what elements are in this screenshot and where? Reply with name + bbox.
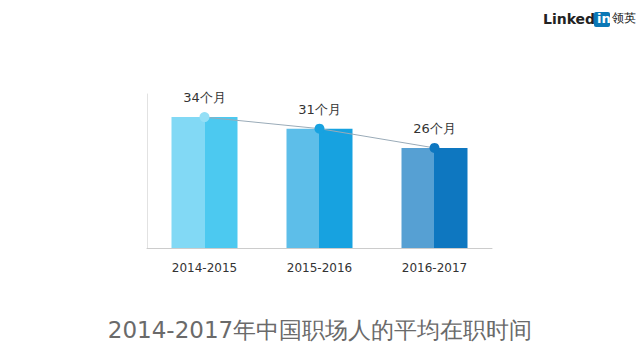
svg-text:Linked: Linked — [543, 11, 595, 27]
svg-text:2016-2017: 2016-2017 — [402, 261, 467, 275]
svg-text:2015-2016: 2015-2016 — [287, 261, 352, 275]
svg-text:in: in — [597, 11, 611, 26]
svg-text:34个月: 34个月 — [183, 90, 226, 105]
svg-text:31个月: 31个月 — [298, 102, 341, 117]
svg-text:2014-2017年中国职场人的平均在职时间: 2014-2017年中国职场人的平均在职时间 — [108, 317, 532, 343]
svg-text:领英: 领英 — [612, 11, 636, 25]
svg-text:26个月: 26个月 — [413, 121, 456, 136]
svg-text:2014-2015: 2014-2015 — [172, 261, 237, 275]
